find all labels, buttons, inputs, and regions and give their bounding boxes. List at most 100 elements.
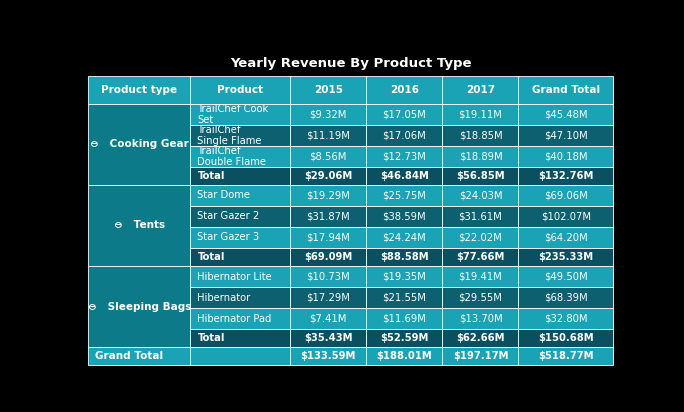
Text: $47.10M: $47.10M: [544, 130, 588, 140]
Text: $21.55M: $21.55M: [382, 293, 426, 302]
Text: Total: Total: [198, 333, 225, 343]
Text: ⊖   Cooking Gear: ⊖ Cooking Gear: [90, 139, 189, 149]
Text: $12.73M: $12.73M: [382, 151, 426, 162]
Text: $18.85M: $18.85M: [459, 130, 502, 140]
Bar: [190, 167, 290, 185]
Bar: [290, 266, 367, 287]
Bar: [518, 185, 613, 206]
Bar: [443, 206, 518, 227]
Text: Star Dome: Star Dome: [198, 190, 250, 200]
Bar: [367, 287, 443, 308]
Bar: [367, 185, 443, 206]
Bar: [190, 104, 290, 125]
Bar: [443, 266, 518, 287]
Bar: [443, 104, 518, 125]
Bar: [190, 287, 290, 308]
Bar: [190, 329, 290, 347]
Text: $518.77M: $518.77M: [538, 351, 594, 361]
Bar: [367, 146, 443, 167]
Text: $19.41M: $19.41M: [458, 272, 502, 281]
Bar: [443, 287, 518, 308]
Bar: [518, 104, 613, 125]
Bar: [518, 287, 613, 308]
Bar: [367, 266, 443, 287]
Bar: [290, 104, 367, 125]
Text: 2016: 2016: [390, 85, 419, 95]
Text: $197.17M: $197.17M: [453, 351, 508, 361]
Text: $29.06M: $29.06M: [304, 171, 352, 181]
Bar: [518, 329, 613, 347]
Text: $19.35M: $19.35M: [382, 272, 426, 281]
Bar: [518, 227, 613, 248]
Bar: [443, 167, 518, 185]
Bar: [518, 266, 613, 287]
Text: $46.84M: $46.84M: [380, 171, 429, 181]
Text: Total: Total: [198, 171, 225, 181]
Text: Hibernator: Hibernator: [198, 293, 251, 302]
Bar: [443, 185, 518, 206]
Text: $29.55M: $29.55M: [458, 293, 502, 302]
Text: $9.32M: $9.32M: [310, 109, 347, 119]
Bar: [518, 76, 613, 104]
Text: $11.69M: $11.69M: [382, 314, 426, 324]
Bar: [290, 287, 367, 308]
Text: $133.59M: $133.59M: [300, 351, 356, 361]
Bar: [290, 76, 367, 104]
Text: $8.56M: $8.56M: [310, 151, 347, 162]
Bar: [443, 146, 518, 167]
Bar: [190, 185, 290, 206]
Bar: [443, 308, 518, 329]
Text: $19.11M: $19.11M: [458, 109, 502, 119]
Bar: [443, 329, 518, 347]
Text: $13.70M: $13.70M: [459, 314, 502, 324]
Text: $38.59M: $38.59M: [382, 211, 426, 221]
Text: $22.02M: $22.02M: [458, 232, 502, 243]
Bar: [290, 248, 367, 266]
Bar: [290, 227, 367, 248]
Bar: [518, 347, 613, 365]
Text: TrailChef Cook
Set: TrailChef Cook Set: [198, 103, 269, 125]
Text: $7.41M: $7.41M: [310, 314, 347, 324]
Bar: [190, 266, 290, 287]
Bar: [518, 308, 613, 329]
Bar: [367, 248, 443, 266]
Bar: [367, 329, 443, 347]
Bar: [518, 248, 613, 266]
Text: Grand Total: Grand Total: [95, 351, 163, 361]
Text: $188.01M: $188.01M: [376, 351, 432, 361]
Bar: [290, 167, 367, 185]
Text: $35.43M: $35.43M: [304, 333, 352, 343]
Text: $88.58M: $88.58M: [380, 252, 429, 262]
Bar: [367, 167, 443, 185]
Bar: [88, 104, 190, 185]
Text: Yearly Revenue By Product Type: Yearly Revenue By Product Type: [230, 57, 471, 70]
Text: 2015: 2015: [314, 85, 343, 95]
Text: $18.89M: $18.89M: [459, 151, 502, 162]
Text: 2017: 2017: [466, 85, 495, 95]
Bar: [190, 347, 290, 365]
Bar: [367, 125, 443, 146]
Bar: [190, 227, 290, 248]
Bar: [367, 227, 443, 248]
Bar: [443, 248, 518, 266]
Text: $77.66M: $77.66M: [456, 252, 505, 262]
Bar: [190, 248, 290, 266]
Text: Hibernator Lite: Hibernator Lite: [198, 272, 272, 281]
Bar: [190, 308, 290, 329]
Bar: [518, 146, 613, 167]
Text: TrailChef
Single Flame: TrailChef Single Flame: [198, 125, 262, 146]
Text: $24.03M: $24.03M: [459, 190, 502, 200]
Text: $17.29M: $17.29M: [306, 293, 350, 302]
Text: $52.59M: $52.59M: [380, 333, 429, 343]
Bar: [190, 125, 290, 146]
Text: $102.07M: $102.07M: [541, 211, 591, 221]
Text: ⊖   Tents: ⊖ Tents: [114, 220, 165, 230]
Text: $31.87M: $31.87M: [306, 211, 350, 221]
Bar: [290, 125, 367, 146]
Bar: [367, 308, 443, 329]
Text: $56.85M: $56.85M: [456, 171, 505, 181]
Text: $31.61M: $31.61M: [458, 211, 502, 221]
Text: $32.80M: $32.80M: [544, 314, 588, 324]
Bar: [88, 76, 190, 104]
Bar: [518, 167, 613, 185]
